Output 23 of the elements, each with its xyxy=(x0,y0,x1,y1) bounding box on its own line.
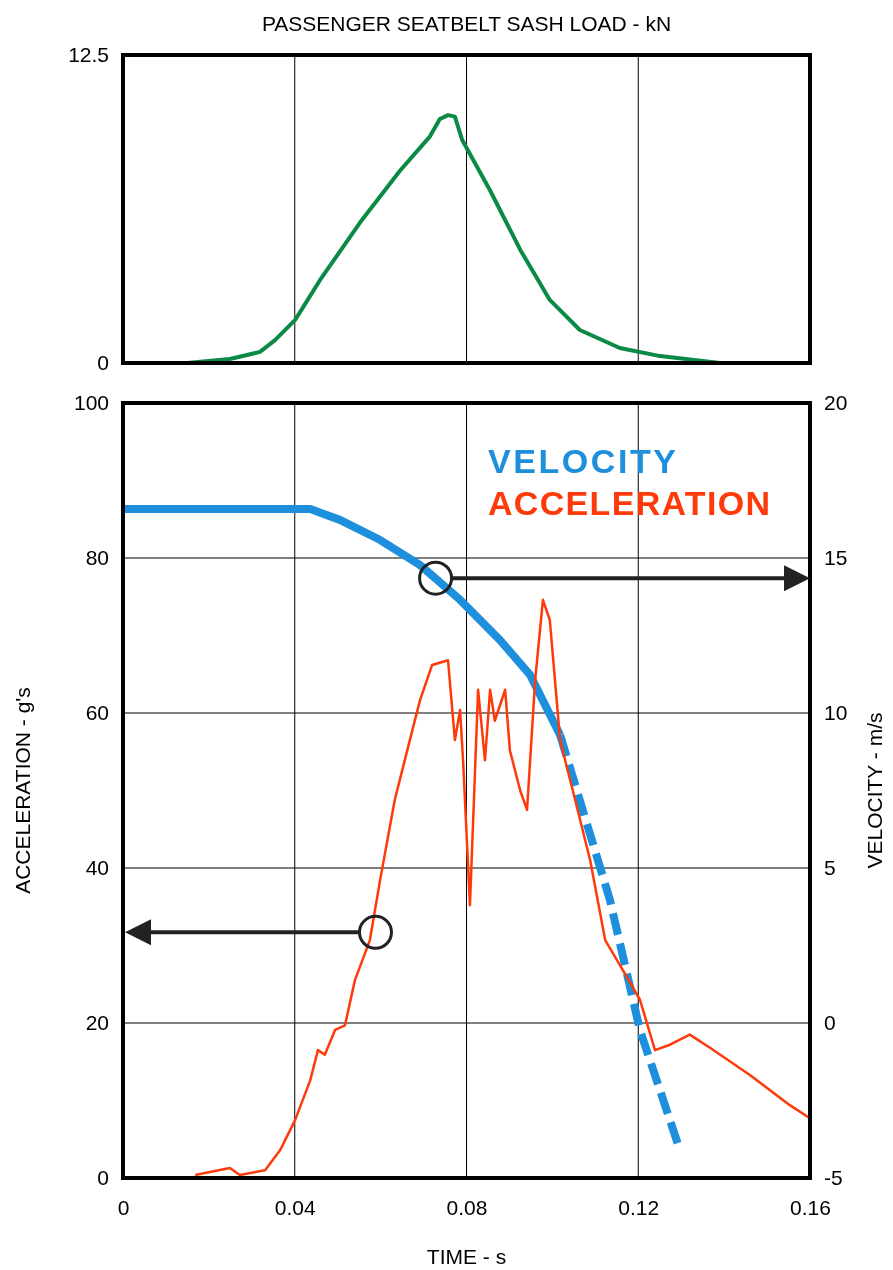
y-tick-label: 60 xyxy=(85,701,109,725)
x-tick-label: 0 xyxy=(117,1195,130,1219)
y2-tick-label: 10 xyxy=(824,701,848,725)
x-tick-label: 0.04 xyxy=(274,1195,317,1219)
y2-tick-label: -5 xyxy=(824,1166,843,1190)
y2-axis-title: VELOCITY - m/s xyxy=(863,712,886,869)
y2-tick-label: 15 xyxy=(824,546,848,570)
y-tick-label: 20 xyxy=(85,1011,109,1035)
chart-title: PASSENGER SEATBELT SASH LOAD - kN xyxy=(261,12,672,35)
x-tick-label: 0.12 xyxy=(618,1195,660,1219)
y-axis-title: ACCELERATION - g's xyxy=(11,687,34,894)
y-tick-label: 80 xyxy=(85,546,109,570)
y2-tick-label: 0 xyxy=(824,1011,836,1035)
y-tick-label: 100 xyxy=(73,391,109,415)
y-tick-label: 12.5 xyxy=(68,43,109,67)
y2-tick-label: 20 xyxy=(824,391,848,415)
y2-tick-label: 5 xyxy=(824,856,836,880)
y-tick-label: 0 xyxy=(97,351,109,375)
x-tick-label: 0.16 xyxy=(790,1195,831,1219)
y-tick-label: 40 xyxy=(85,856,109,880)
x-axis-title: TIME - s xyxy=(426,1245,507,1268)
y-tick-label: 0 xyxy=(97,1166,109,1190)
x-tick-label: 0.08 xyxy=(446,1195,488,1219)
